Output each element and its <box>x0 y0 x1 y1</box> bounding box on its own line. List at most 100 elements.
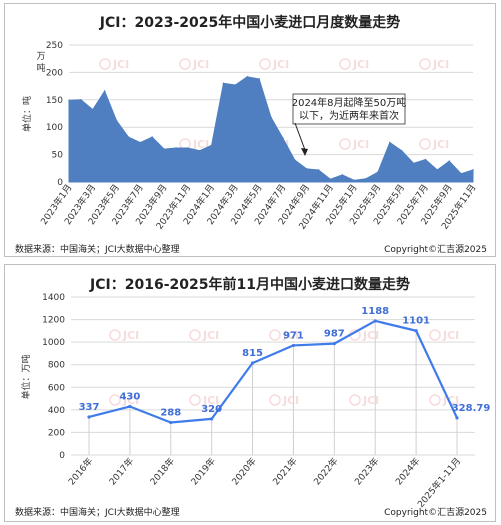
watermark-logo: JCI <box>269 329 299 342</box>
data-point-2025年11月 <box>472 169 474 171</box>
data-point-2025年1月 <box>353 179 355 182</box>
watermark-text: JCI <box>122 394 139 407</box>
data-label: 971 <box>283 330 304 341</box>
x-tick-label: 2017年 <box>106 455 136 487</box>
data-point-2023年2月 <box>80 99 82 101</box>
data-point-2024年1月 <box>210 144 213 147</box>
data-label: 430 <box>119 391 140 402</box>
data-point-2023年9月 <box>163 148 165 150</box>
watermark-mark <box>269 394 281 406</box>
data-point-2023年3月 <box>91 108 94 111</box>
data-point-2023年1月 <box>68 99 70 102</box>
watermark-logo: JCI <box>339 138 369 151</box>
data-point-2024年 <box>414 329 418 333</box>
data-label: 328.79 <box>452 403 491 414</box>
data-point-2023年10月 <box>175 147 177 149</box>
watermark-text: JCI <box>202 329 219 342</box>
y-tick-label: 50 <box>52 151 64 161</box>
watermark-text: JCI <box>432 138 449 151</box>
watermark-mark <box>109 394 121 406</box>
data-point-2017年 <box>128 404 132 409</box>
watermark-logo: JCI <box>419 138 449 151</box>
y-tick-label: 600 <box>48 383 65 393</box>
data-point-2025年2月 <box>365 177 367 180</box>
watermark-logo: JCI <box>429 329 459 342</box>
y-tick-label: 200 <box>48 428 65 438</box>
data-point-2024年8月 <box>293 159 296 161</box>
data-point-2025年3月 <box>377 171 379 173</box>
watermark-mark <box>179 58 191 70</box>
x-tick-label: 2021年 <box>270 455 300 487</box>
data-point-2025年9月 <box>448 160 451 162</box>
data-point-2025年4月 <box>389 141 391 144</box>
watermark-logo: JCI <box>189 329 219 342</box>
data-point-2023年12月 <box>198 149 201 152</box>
data-point-2024年2月 <box>222 82 225 85</box>
data-point-2025年10月 <box>460 172 462 175</box>
watermark-mark <box>189 329 201 341</box>
annotation-line-2: 以下，为近两年来首次 <box>299 109 399 122</box>
watermark-text: JCI <box>192 58 209 71</box>
y-axis-label: 单位：吨 <box>21 96 33 132</box>
watermark-text: JCI <box>272 58 289 71</box>
data-label: 1101 <box>402 316 430 327</box>
x-tick-label: 2016年 <box>66 455 96 487</box>
data-point-2022年 <box>332 342 336 346</box>
data-point-2025年5月 <box>400 149 403 152</box>
data-point-2024年10月 <box>317 169 320 171</box>
watermark-mark <box>109 329 121 341</box>
watermark-mark <box>259 58 271 70</box>
data-point-2023年5月 <box>115 119 118 122</box>
watermark-logo: JCI <box>259 58 289 71</box>
y-tick-label: 1200 <box>42 316 65 326</box>
data-point-2023年4月 <box>103 90 106 92</box>
data-point-2020年 <box>250 361 255 365</box>
data-point-2025年1-11月 <box>455 416 459 420</box>
data-point-2023年6月 <box>127 136 130 138</box>
data-label: 337 <box>79 402 100 413</box>
y-tick-label: 1400 <box>42 293 65 303</box>
watermark-mark <box>99 58 111 70</box>
data-point-2023年8月 <box>151 136 153 138</box>
data-point-2025年6月 <box>412 162 415 165</box>
data-point-2024年5月 <box>258 78 260 80</box>
annotation-arrow-head <box>301 148 308 156</box>
data-label: 320 <box>201 404 222 415</box>
watermark-mark <box>429 329 441 341</box>
monthly-chart-panel: JCI：2023-2025年中国小麦进口月度数量走势 0 50 100 150 200 2… <box>4 3 496 257</box>
annotation-arrow-line <box>294 122 306 151</box>
watermark-mark <box>179 138 191 150</box>
y-unit-wan: 万 <box>36 52 45 62</box>
data-point-2025年8月 <box>436 169 439 171</box>
import-line-series <box>88 319 458 424</box>
data-point-2018年 <box>169 420 173 425</box>
data-point-2024年11月 <box>329 178 332 181</box>
watermark-mark <box>419 58 431 70</box>
data-point-2021年 <box>291 343 296 348</box>
data-point-2025年7月 <box>424 158 427 161</box>
import-area-series <box>68 76 474 183</box>
yearly-chart-title: JCI：2016-2025年前11月中国小麦进口数量走势 <box>90 277 410 293</box>
data-point-2024年12月 <box>341 174 344 176</box>
watermark-logo: JCI <box>179 58 209 71</box>
data-point-2024年6月 <box>270 116 272 119</box>
data-point-2023年11月 <box>187 147 189 149</box>
annotation-box <box>292 93 406 125</box>
y-tick-label: 400 <box>48 406 65 416</box>
x-tick-label: 2022年 <box>311 455 341 487</box>
monthly-copyright: Copyright©汇吉源2025 <box>384 245 487 255</box>
x-tick-label: 2020年 <box>229 455 259 487</box>
watermark-logo: JCI <box>269 394 299 407</box>
watermark-mark <box>419 138 431 150</box>
watermark-text: JCI <box>202 394 219 407</box>
watermark-logo: JCI <box>419 58 449 71</box>
data-point-2024年9月 <box>305 168 308 170</box>
yearly-line-chart: 0 200 400 600 800 1000 1200 1400 JCI JCI JCI JCI JCI… <box>20 293 491 510</box>
y-tick-label: 1000 <box>42 338 65 348</box>
annotation-line-1: 2024年8月起降至50万吨 <box>292 96 407 109</box>
data-point-2024年3月 <box>234 84 237 86</box>
data-point-2024年7月 <box>282 137 284 139</box>
watermark-text: JCI <box>112 58 129 71</box>
yearly-source-note: 数据来源：中国海关；JCI大数据中心整理 <box>15 508 180 518</box>
watermark-logo: JCI <box>189 394 219 407</box>
